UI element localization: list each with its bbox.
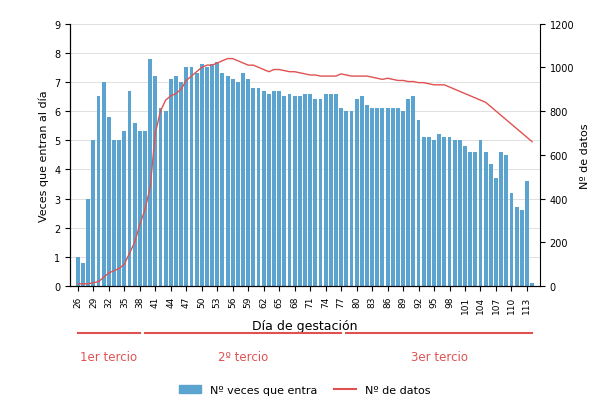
Bar [257,88,260,286]
Bar [448,138,451,286]
Bar [215,62,219,286]
Bar [515,208,518,286]
Bar [179,83,183,286]
Bar [339,109,343,286]
Bar [520,211,524,286]
Bar [282,97,286,286]
Bar [236,83,240,286]
Bar [112,141,116,286]
Bar [287,94,292,286]
Bar [262,92,265,286]
Bar [195,74,198,286]
Bar [530,283,534,286]
Bar [210,65,214,286]
Bar [148,59,152,286]
Bar [107,118,111,286]
Bar [422,138,426,286]
Bar [127,92,131,286]
Bar [102,83,106,286]
Bar [494,179,498,286]
Bar [473,153,477,286]
Bar [92,141,95,286]
Bar [153,77,157,286]
Bar [86,199,90,286]
Bar [499,153,503,286]
Bar [298,97,302,286]
Bar [509,193,514,286]
Bar [489,164,493,286]
Bar [427,138,431,286]
Bar [324,94,328,286]
Bar [370,109,374,286]
Bar [200,65,204,286]
Bar [251,88,256,286]
Bar [169,80,173,286]
Bar [365,106,369,286]
Bar [396,109,400,286]
Bar [318,100,323,286]
Bar [354,100,359,286]
Bar [442,138,447,286]
Bar [386,109,390,286]
Bar [174,77,178,286]
Bar [190,68,193,286]
Bar [246,80,250,286]
Bar [163,112,168,286]
Bar [437,135,441,286]
Bar [350,112,353,286]
Bar [381,109,384,286]
Bar [143,132,147,286]
Bar [293,97,296,286]
Bar [412,97,415,286]
Text: 1er tercio: 1er tercio [81,350,137,363]
Bar [267,94,271,286]
Bar [220,74,224,286]
Bar [401,112,405,286]
Text: 3er tercio: 3er tercio [411,350,468,363]
Bar [272,92,276,286]
Bar [463,147,467,286]
Bar [278,92,281,286]
Bar [484,153,487,286]
Bar [504,155,508,286]
Bar [458,141,462,286]
Bar [81,263,85,286]
Bar [345,112,348,286]
Bar [453,141,457,286]
Bar [231,80,235,286]
Bar [334,94,338,286]
Bar [303,94,307,286]
X-axis label: Día de gestación: Día de gestación [253,319,357,332]
Legend: Nº veces que entra, Nº de datos: Nº veces que entra, Nº de datos [174,380,436,399]
Bar [76,257,80,286]
Bar [479,141,483,286]
Bar [432,141,436,286]
Bar [468,153,472,286]
Bar [241,74,245,286]
Y-axis label: Veces que entran al día: Veces que entran al día [38,90,49,221]
Bar [525,182,529,286]
Bar [308,94,312,286]
Bar [205,68,209,286]
Bar [329,94,332,286]
Bar [96,97,101,286]
Y-axis label: Nº de datos: Nº de datos [580,123,590,188]
Bar [133,124,137,286]
Bar [375,109,379,286]
Bar [314,100,317,286]
Bar [138,132,142,286]
Bar [417,121,420,286]
Text: 2º tercio: 2º tercio [218,350,268,363]
Bar [159,109,162,286]
Bar [117,141,121,286]
Bar [391,109,395,286]
Bar [360,97,364,286]
Bar [406,100,410,286]
Bar [184,68,188,286]
Bar [226,77,229,286]
Bar [123,132,126,286]
